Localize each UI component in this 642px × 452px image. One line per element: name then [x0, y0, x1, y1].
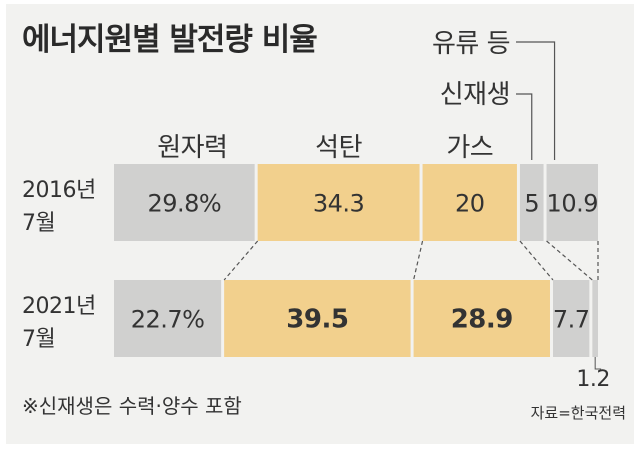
- bar-segment-1-1: [114, 164, 255, 241]
- connector-line-2: [412, 240, 424, 281]
- chart-title: 에너지원별 발전량 비율: [22, 22, 318, 58]
- category-label-3: 가스: [446, 133, 493, 163]
- value-label-1-5: 10.9: [547, 190, 598, 218]
- source-note: 자료=한국전력: [530, 404, 626, 422]
- category-label-1: 원자력: [157, 133, 227, 163]
- bar-segment-2-3: [413, 280, 550, 357]
- value-label-2-2: 39.5: [286, 305, 348, 335]
- value-label-1-1: 29.8%: [147, 190, 221, 218]
- leader-line-small: [594, 357, 602, 370]
- value-label-2-1: 22.7%: [131, 306, 205, 334]
- bar-segment-1-3: [422, 164, 517, 241]
- value-label-1-2: 34.3: [313, 190, 364, 218]
- bar-segment-2-2: [224, 280, 411, 357]
- value-label-2-5: 1.2: [576, 367, 610, 392]
- bar-segment-2-1: [114, 280, 222, 357]
- connector-line-3: [519, 240, 554, 281]
- bar-segment-2-5: [592, 280, 598, 357]
- connector-line-4: [546, 240, 593, 281]
- value-label-1-4: 5: [524, 190, 539, 218]
- bar-segment-2-4: [552, 280, 590, 357]
- bar-segment-1-4: [519, 164, 544, 241]
- leader-line-oil: [516, 41, 556, 160]
- bar-segment-1-5: [546, 164, 598, 241]
- row-label-year-2: 2021년: [22, 294, 96, 319]
- row-label-year-1: 2016년: [22, 178, 96, 203]
- value-label-2-3: 28.9: [451, 305, 513, 335]
- category-label-4: 신재생: [440, 80, 510, 110]
- category-label-5: 유류 등: [432, 29, 510, 59]
- footnote: ※신재생은 수력·양수 포함: [22, 394, 242, 418]
- value-label-1-3: 20: [455, 190, 485, 218]
- bar-segment-1-2: [257, 164, 420, 241]
- category-label-2: 석탄: [315, 133, 362, 163]
- connector-line-1: [223, 240, 259, 281]
- row-label-month-2: 7월: [22, 327, 55, 352]
- leader-line-renewable: [516, 93, 533, 160]
- row-label-month-1: 7월: [22, 211, 55, 236]
- value-label-2-4: 7.7: [553, 306, 590, 334]
